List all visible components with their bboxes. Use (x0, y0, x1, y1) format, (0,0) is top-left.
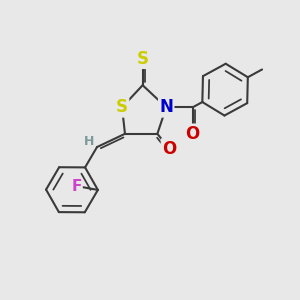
Text: N: N (159, 98, 173, 116)
Text: S: S (116, 98, 128, 116)
Text: O: O (186, 125, 200, 143)
Text: S: S (136, 50, 148, 68)
Text: O: O (162, 140, 176, 158)
Text: H: H (84, 135, 94, 148)
Text: F: F (71, 179, 82, 194)
